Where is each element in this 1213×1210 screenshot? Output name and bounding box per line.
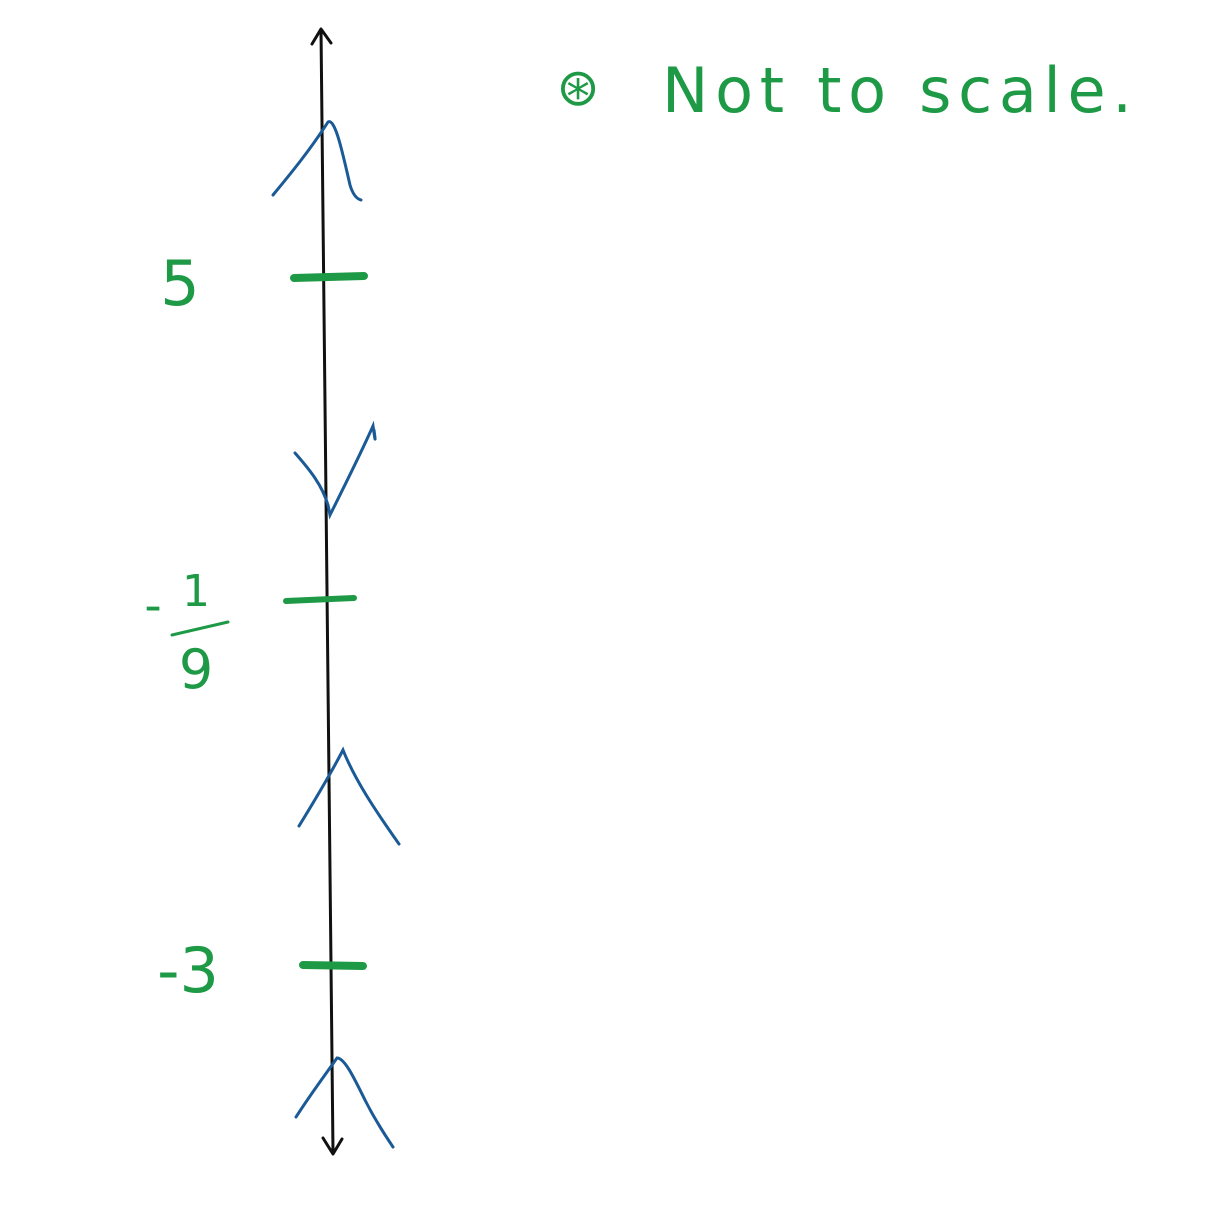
- number-line-axis: [319, 28, 335, 1154]
- label-neg-1-9: - 1 9: [144, 566, 230, 701]
- sign-mark-valley: [293, 420, 377, 520]
- label-5: 5: [160, 247, 199, 320]
- sign-mark-peak-top: [271, 120, 363, 202]
- asterisk-circle-icon: ⊛: [556, 58, 600, 118]
- tick-5: [290, 272, 368, 282]
- sign-mark-peak-middle: [297, 746, 401, 846]
- label-neg-1-9-numerator: 1: [182, 566, 210, 617]
- label-neg-1-9-sign: -: [144, 578, 161, 634]
- axis-bottom-arrow: [321, 1136, 344, 1156]
- tick-neg-3: [299, 961, 367, 970]
- label-neg-1-9-denominator: 9: [179, 638, 213, 701]
- tick-neg-1-9: [283, 595, 357, 604]
- not-to-scale-text: Not to scale.: [662, 54, 1132, 127]
- label-neg-1-9-fraction-bar: [170, 620, 230, 637]
- label-neg-3: -3: [157, 934, 219, 1007]
- not-to-scale-note: ⊛ Not to scale.: [556, 54, 1132, 127]
- sign-mark-peak-bottom: [294, 1056, 395, 1149]
- axis-top-arrow: [310, 27, 333, 46]
